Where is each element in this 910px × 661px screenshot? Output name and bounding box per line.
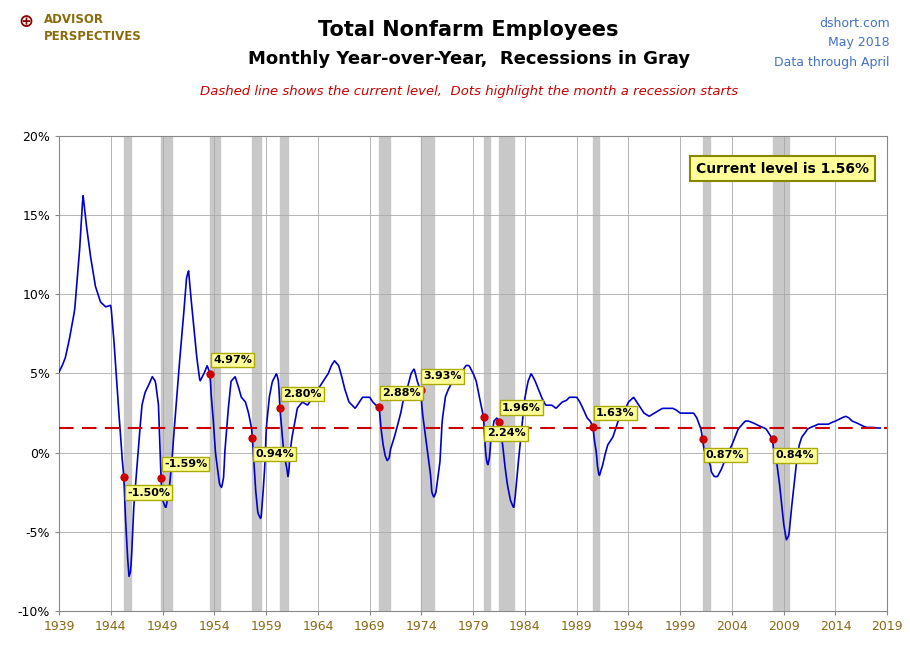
Text: Current level is 1.56%: Current level is 1.56% [696,162,869,176]
Text: Monthly Year-over-Year,  Recessions in Gray: Monthly Year-over-Year, Recessions in Gr… [248,50,690,67]
Bar [499,136,514,611]
Text: 3.93%: 3.93% [424,371,462,381]
Text: 2.88%: 2.88% [382,388,421,398]
Text: 0.87%: 0.87% [706,450,744,460]
Text: 4.97%: 4.97% [213,355,252,365]
Bar [252,136,261,611]
Text: 0.94%: 0.94% [256,449,294,459]
Bar [161,136,172,611]
Bar [703,136,711,611]
Bar [773,136,789,611]
Text: Dashed line shows the current level,  Dots highlight the month a recession start: Dashed line shows the current level, Dot… [199,85,738,98]
Text: 2.24%: 2.24% [487,428,525,438]
Text: 1.63%: 1.63% [596,408,635,418]
Bar [210,136,219,611]
Text: ⊕: ⊕ [18,13,33,31]
Bar [124,136,131,611]
Bar [483,136,490,611]
Text: Data through April: Data through April [774,56,890,69]
Text: -1.59%: -1.59% [164,459,207,469]
Text: PERSPECTIVES: PERSPECTIVES [44,30,141,43]
Bar [379,136,389,611]
Text: ADVISOR: ADVISOR [44,13,104,26]
Bar [593,136,599,611]
Text: 2.80%: 2.80% [283,389,321,399]
Text: Total Nonfarm Employees: Total Nonfarm Employees [318,20,619,40]
Text: May 2018: May 2018 [828,36,890,50]
Text: 0.84%: 0.84% [775,451,814,461]
Text: dshort.com: dshort.com [819,17,890,30]
Text: -1.50%: -1.50% [127,488,170,498]
Bar [420,136,433,611]
Text: 1.96%: 1.96% [502,403,541,412]
Bar [280,136,288,611]
